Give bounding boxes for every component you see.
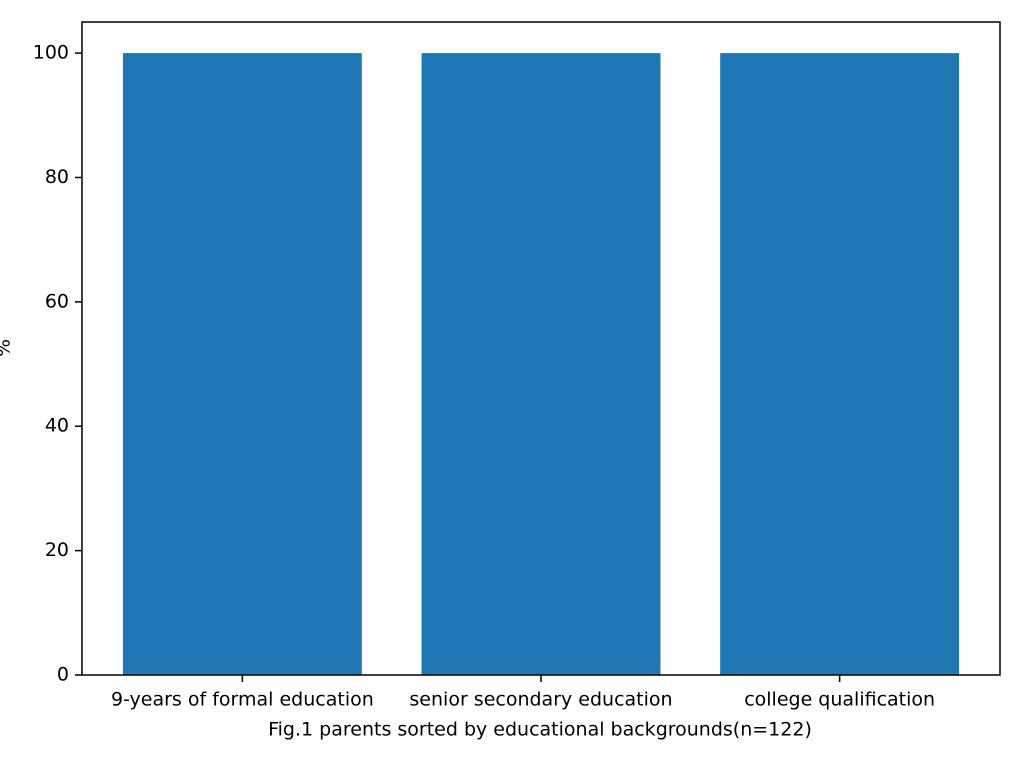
bar xyxy=(421,53,661,676)
y-tick-label: 20 xyxy=(45,539,69,561)
y-tick-label: 60 xyxy=(45,290,69,312)
y-axis-label: % xyxy=(0,339,15,357)
axes-frame xyxy=(81,21,1001,676)
y-tick-label: 100 xyxy=(33,42,69,64)
x-tick-label: 9-years of formal education xyxy=(111,689,374,711)
x-axis-label: Fig.1 parents sorted by educational back… xyxy=(268,719,812,741)
y-tick-label: 40 xyxy=(45,415,69,437)
x-tick-label: college qualification xyxy=(744,689,935,711)
x-tick-label: senior secondary education xyxy=(409,689,672,711)
y-tick-label: 0 xyxy=(57,664,69,686)
bar xyxy=(720,53,960,676)
bar xyxy=(122,53,362,676)
y-tick-label: 80 xyxy=(45,166,69,188)
